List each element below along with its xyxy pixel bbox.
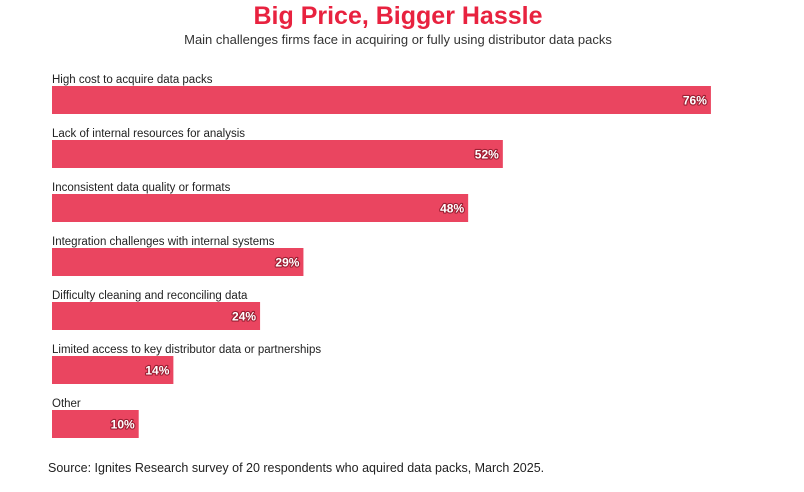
- bar-high-cost-to-acquire-data-packs: [52, 86, 711, 114]
- category-label-lack-of-internal-resources-for-analysis: Lack of internal resources for analysis: [52, 128, 245, 140]
- category-label-integration-challenges-with-internal-systems: Integration challenges with internal sys…: [52, 236, 275, 248]
- value-label-lack-of-internal-resources-for-analysis: 52%: [475, 148, 499, 162]
- category-label-limited-access-to-key-distributor-data-or-partnerships: Limited access to key distributor data o…: [52, 344, 321, 356]
- bar-lack-of-internal-resources-for-analysis: [52, 140, 503, 168]
- category-label-inconsistent-data-quality-or-formats: Inconsistent data quality or formats: [52, 182, 231, 194]
- category-label-high-cost-to-acquire-data-packs: High cost to acquire data packs: [52, 74, 213, 86]
- value-label-inconsistent-data-quality-or-formats: 48%: [440, 202, 464, 216]
- value-label-integration-challenges-with-internal-systems: 29%: [275, 256, 299, 270]
- chart-subtitle: Main challenges firms face in acquiring …: [184, 32, 612, 47]
- category-label-other: Other: [52, 398, 81, 410]
- bar-inconsistent-data-quality-or-formats: [52, 194, 469, 222]
- category-label-difficulty-cleaning-and-reconciling-data: Difficulty cleaning and reconciling data: [52, 290, 248, 302]
- bar-limited-access-to-key-distributor-data-or-partnerships: [52, 356, 174, 384]
- value-label-other: 10%: [111, 418, 135, 432]
- value-label-difficulty-cleaning-and-reconciling-data: 24%: [232, 310, 256, 324]
- value-label-high-cost-to-acquire-data-packs: 76%: [683, 94, 707, 108]
- bar-other: [52, 410, 139, 438]
- chart-title: Big Price, Bigger Hassle: [253, 2, 543, 30]
- bar-integration-challenges-with-internal-systems: [52, 248, 304, 276]
- value-label-limited-access-to-key-distributor-data-or-partnerships: 14%: [145, 364, 169, 378]
- source-note: Source: Ignites Research survey of 20 re…: [48, 461, 545, 475]
- bar-difficulty-cleaning-and-reconciling-data: [52, 302, 261, 330]
